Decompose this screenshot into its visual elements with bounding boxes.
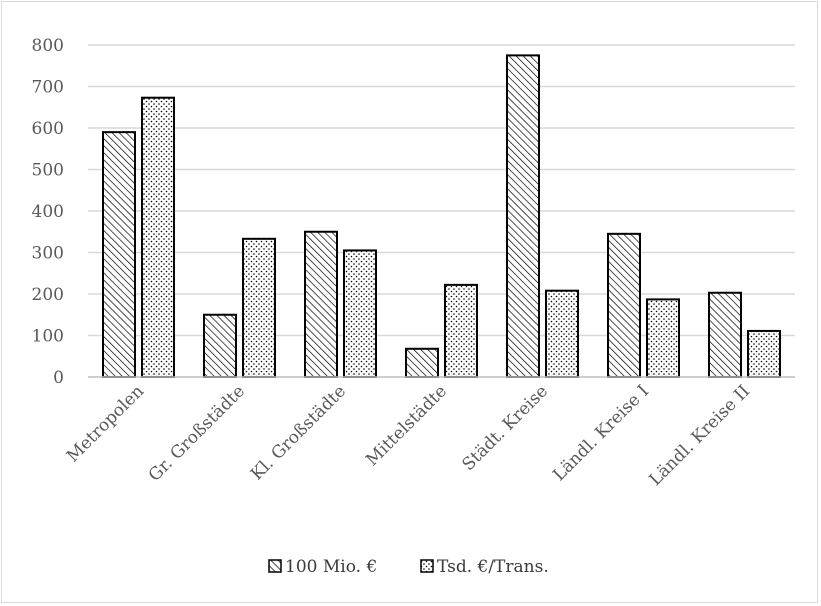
bar-series2-6 — [747, 329, 781, 378]
bar-series2-5 — [646, 298, 680, 378]
x-category-label: Gr. Großstädte — [145, 381, 249, 485]
bar-series2-3 — [444, 283, 478, 378]
y-tick-label-500: 500 — [32, 161, 64, 181]
x-category-label: Ländl. Kreise I — [549, 381, 653, 485]
y-tick-label-800: 800 — [32, 36, 64, 56]
y-tick-label-700: 700 — [32, 78, 64, 98]
bar-series1-3 — [405, 347, 439, 378]
y-tick-label-400: 400 — [32, 202, 64, 222]
bar-series1-5 — [607, 232, 641, 378]
bar-series1-0 — [102, 131, 136, 378]
legend-label-1: 100 Mio. € — [285, 557, 377, 577]
legend-label-2: Tsd. €/Trans. — [437, 557, 549, 577]
bars — [102, 54, 781, 379]
x-category-label: Städt. Kreise — [459, 381, 553, 475]
legend: 100 Mio. € Tsd. €/Trans. — [268, 557, 549, 577]
y-axis-tick-labels: 0 100 200 300 400 500 600 700 800 — [32, 36, 64, 388]
bar-series1-6 — [708, 291, 742, 379]
x-category-label: Mittelstädte — [362, 381, 451, 470]
y-tick-label-0: 0 — [53, 368, 64, 388]
legend-swatch-1 — [268, 559, 282, 573]
bar-series2-0 — [141, 96, 175, 379]
bar-series2-4 — [545, 289, 579, 378]
x-category-label: Ländl. Kreise II — [646, 381, 755, 490]
bar-series2-2 — [343, 249, 377, 378]
bar-series2-1 — [242, 237, 276, 378]
gridlines — [88, 44, 795, 337]
x-category-label: Kl. Großstädte — [247, 381, 350, 484]
legend-swatch-2 — [420, 559, 434, 573]
y-tick-label-200: 200 — [32, 285, 64, 305]
bar-series1-2 — [304, 230, 338, 378]
bar-series1-1 — [203, 313, 237, 378]
y-tick-label-100: 100 — [32, 327, 64, 347]
y-tick-label-300: 300 — [32, 244, 64, 264]
y-tick-label-600: 600 — [32, 119, 64, 139]
bar-series1-4 — [506, 54, 540, 378]
x-category-label: Metropolen — [63, 381, 148, 466]
